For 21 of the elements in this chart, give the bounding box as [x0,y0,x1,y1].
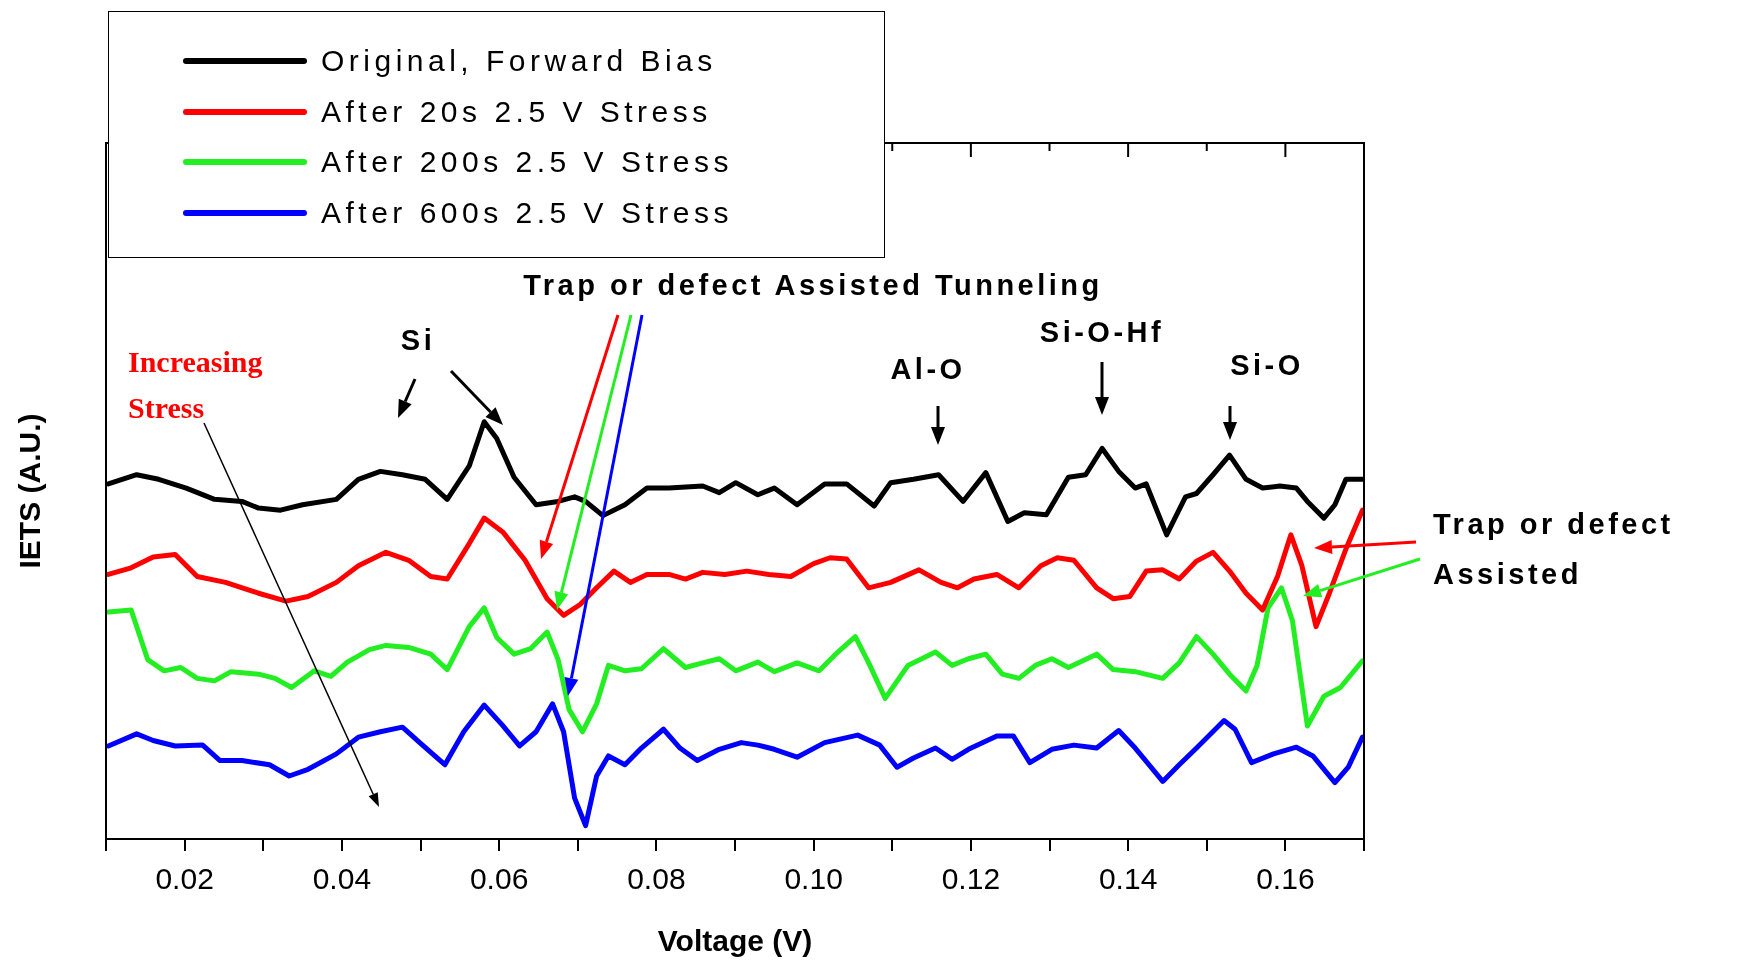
legend-label: After 600s 2.5 V Stress [321,195,733,230]
legend-label: After 20s 2.5 V Stress [321,94,712,129]
x-tick-label: 0.14 [1098,862,1158,896]
text: Si-O-Hf [1039,316,1165,348]
text: Al-O [890,353,966,385]
annotation: Increasing Stress [128,344,263,424]
x-tick-label: 0.08 [627,862,686,896]
legend-label: After 200s 2.5 V Stress [321,145,733,180]
text: Trap or defect Assisted Tunneling [523,269,1103,301]
x-tick-label: 0.16 [1256,862,1315,896]
x-tick-label: 0.10 [784,862,843,896]
x-tick-label: 0.04 [312,862,372,896]
text: Si [400,324,436,356]
text: Si-O [1230,349,1304,381]
x-tick-label: 0.12 [941,862,1001,896]
legend-label: Original, Forward Bias [321,44,717,79]
x-tick-label: 0.02 [155,862,214,896]
text: Trap or defect Assisted [1433,508,1674,590]
y-axis-title: IETS (A.U.) [13,413,47,569]
x-axis-title: Voltage (V) [657,924,813,958]
x-tick-label: 0.06 [469,862,529,896]
